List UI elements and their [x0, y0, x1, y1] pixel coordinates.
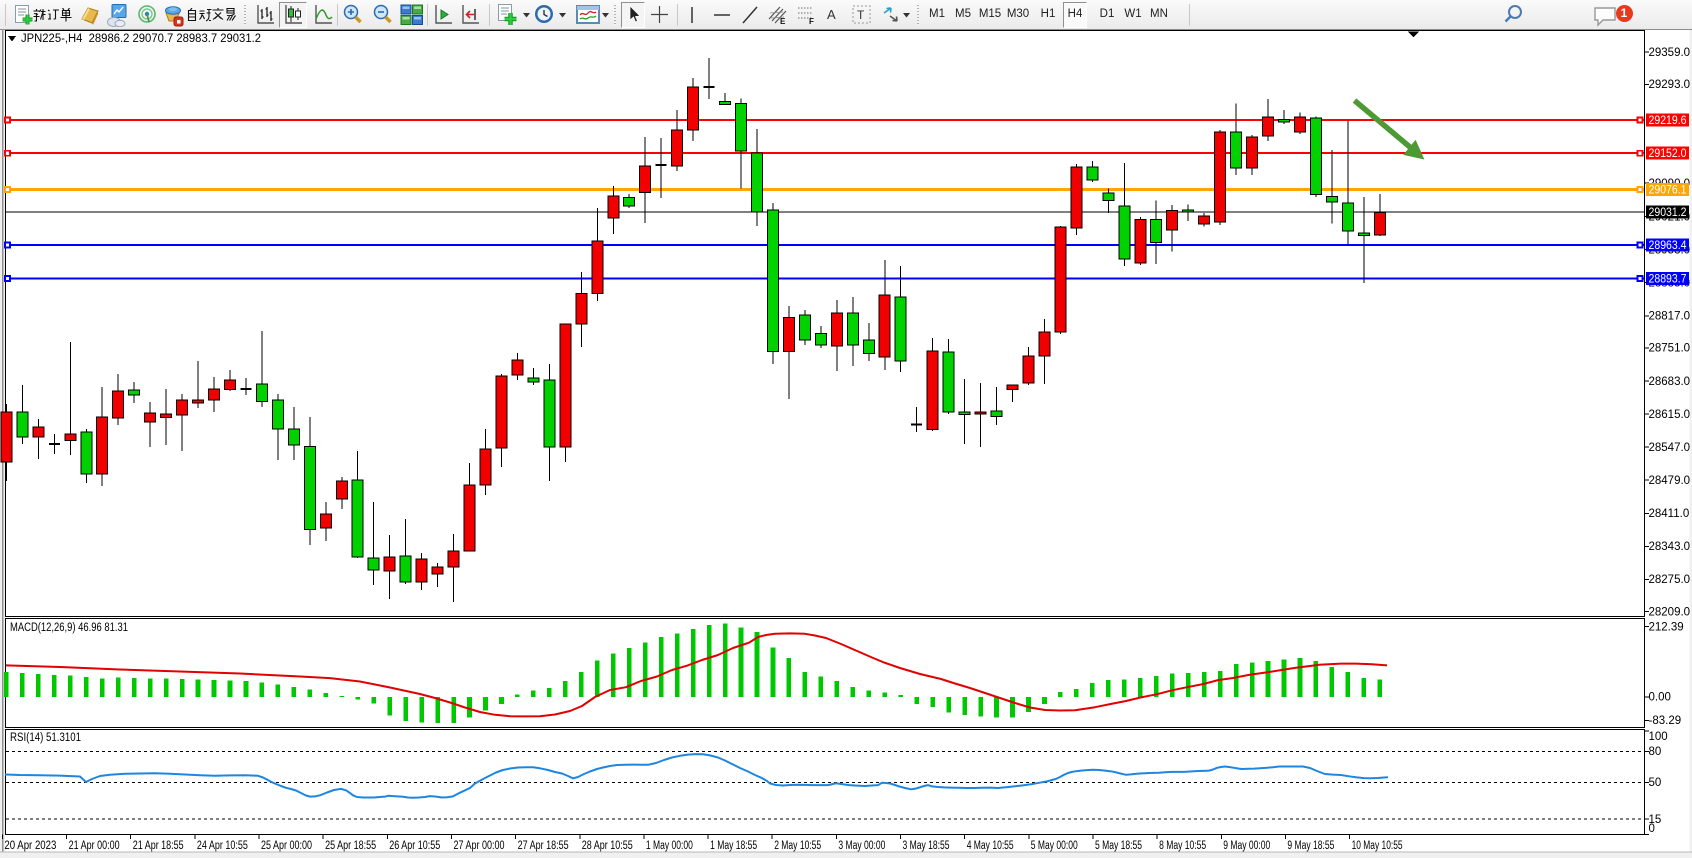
svg-text:29359.0: 29359.0 — [1649, 47, 1691, 59]
svg-text:15: 15 — [1649, 814, 1662, 826]
svg-text:1 May 18:55: 1 May 18:55 — [710, 840, 757, 852]
svg-text:4 May 10:55: 4 May 10:55 — [967, 840, 1014, 852]
svg-text:29152.0: 29152.0 — [1649, 148, 1687, 160]
svg-text:27 Apr 18:55: 27 Apr 18:55 — [518, 840, 569, 852]
svg-text:RSI(14) 51.3101: RSI(14) 51.3101 — [10, 732, 81, 744]
svg-text:80: 80 — [1649, 746, 1662, 758]
svg-text:28683.0: 28683.0 — [1649, 376, 1691, 388]
svg-text:10 May 10:55: 10 May 10:55 — [1352, 840, 1403, 852]
svg-text:28963.4: 28963.4 — [1649, 240, 1688, 252]
svg-text:50: 50 — [1649, 777, 1662, 789]
svg-text:-83.29: -83.29 — [1649, 715, 1682, 727]
svg-text:28275.0: 28275.0 — [1649, 574, 1691, 586]
svg-text:F: F — [809, 17, 814, 25]
svg-text:0: 0 — [1649, 823, 1655, 835]
svg-text:212.39: 212.39 — [1649, 621, 1684, 633]
svg-text:28893.7: 28893.7 — [1649, 274, 1687, 286]
svg-text:29293.0: 29293.0 — [1649, 79, 1691, 91]
svg-text:9 May 00:00: 9 May 00:00 — [1223, 840, 1270, 852]
svg-text:5 May 18:55: 5 May 18:55 — [1095, 840, 1142, 852]
svg-text:28817.0: 28817.0 — [1649, 311, 1691, 323]
svg-text:25 Apr 00:00: 25 Apr 00:00 — [261, 840, 312, 852]
svg-text:1 May 00:00: 1 May 00:00 — [646, 840, 693, 852]
svg-text:29031.2: 29031.2 — [1649, 207, 1687, 219]
svg-text:28751.0: 28751.0 — [1649, 343, 1691, 355]
svg-text:2 May 10:55: 2 May 10:55 — [774, 840, 821, 852]
svg-text:28343.0: 28343.0 — [1649, 541, 1691, 553]
svg-text:20 Apr 2023: 20 Apr 2023 — [4, 840, 56, 852]
svg-text:28547.0: 28547.0 — [1649, 442, 1691, 454]
svg-text:E: E — [780, 17, 786, 25]
svg-text:27 Apr 00:00: 27 Apr 00:00 — [454, 840, 505, 852]
svg-text:3 May 18:55: 3 May 18:55 — [903, 840, 950, 852]
svg-text:5 May 00:00: 5 May 00:00 — [1031, 840, 1078, 852]
svg-text:29219.6: 29219.6 — [1649, 115, 1687, 127]
svg-text:28209.0: 28209.0 — [1649, 606, 1691, 618]
svg-text:21 Apr 00:00: 21 Apr 00:00 — [69, 840, 120, 852]
svg-text:3 May 00:00: 3 May 00:00 — [838, 840, 885, 852]
svg-text:100: 100 — [1649, 731, 1668, 743]
svg-text:0.00: 0.00 — [1649, 692, 1671, 704]
svg-text:21 Apr 18:55: 21 Apr 18:55 — [133, 840, 184, 852]
svg-text:8 May 10:55: 8 May 10:55 — [1159, 840, 1206, 852]
svg-text:26 Apr 10:55: 26 Apr 10:55 — [389, 840, 440, 852]
svg-text:28479.0: 28479.0 — [1649, 475, 1691, 487]
svg-text:29076.1: 29076.1 — [1649, 185, 1687, 197]
svg-text:28615.0: 28615.0 — [1649, 409, 1691, 421]
svg-text:T: T — [857, 8, 865, 22]
svg-text:28 Apr 10:55: 28 Apr 10:55 — [582, 840, 633, 852]
svg-text:28411.0: 28411.0 — [1649, 508, 1690, 520]
svg-text:MACD(12,26,9) 46.96 81.31: MACD(12,26,9) 46.96 81.31 — [10, 622, 128, 634]
svg-text:25 Apr 18:55: 25 Apr 18:55 — [325, 840, 376, 852]
svg-text:JPN225-,H4 28986.2 29070.7 28: JPN225-,H4 28986.2 29070.7 28983.7 29031… — [21, 33, 261, 45]
svg-text:9 May 18:55: 9 May 18:55 — [1287, 840, 1334, 852]
svg-text:24 Apr 10:55: 24 Apr 10:55 — [197, 840, 248, 852]
